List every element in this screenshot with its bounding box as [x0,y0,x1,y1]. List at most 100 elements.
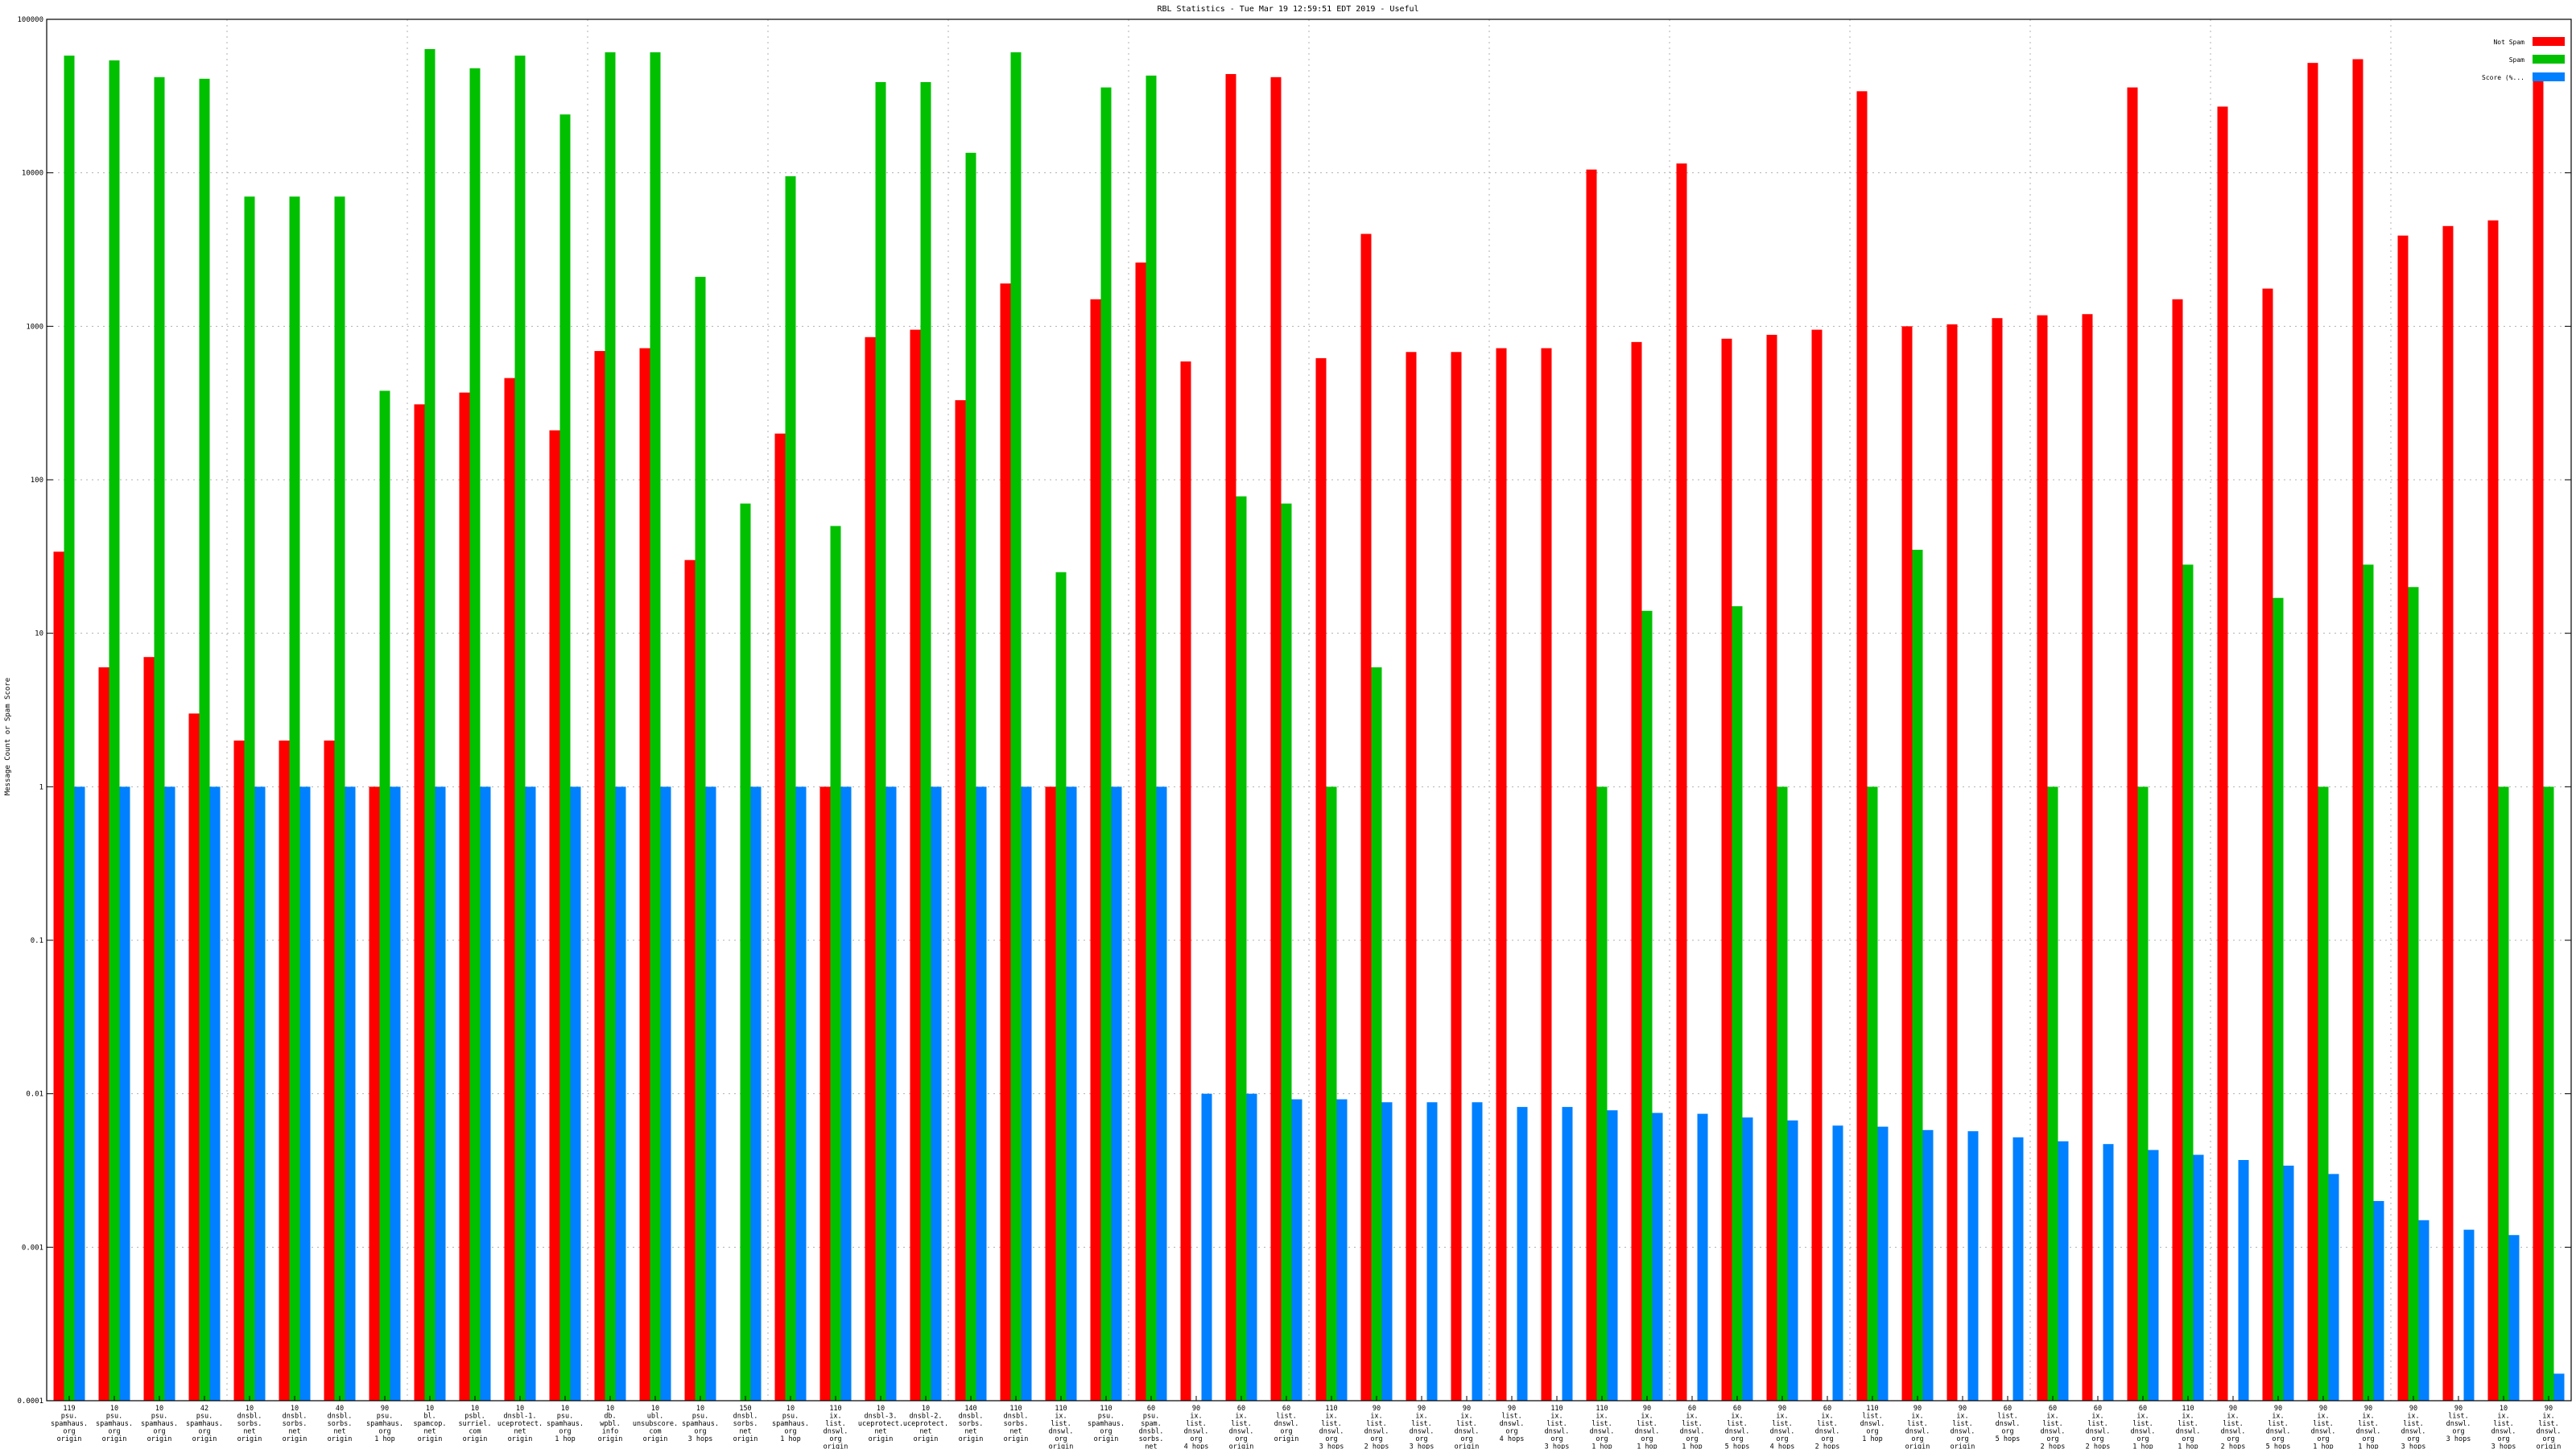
x-tick-label: 90 ix. list. dnswl. org origin [2537,1405,2562,1449]
bar-not-spam [1496,348,1507,1401]
bar-spam [965,152,976,1401]
bar-score [2328,1174,2339,1401]
legend-swatch [2533,55,2565,64]
bar-score [390,786,401,1401]
bar-not-spam [2533,72,2544,1401]
x-tick-label: 10 ubl. unsubscore. com origin [633,1405,678,1443]
bar-not-spam [1766,334,1777,1401]
bar-not-spam [1541,348,1552,1401]
x-tick-label: 10 psu. spamhaus. org 1 hop [772,1405,809,1443]
bar-spam [740,503,751,1401]
bar-score [1426,1102,1438,1401]
bar-not-spam [1946,324,1958,1401]
x-tick-label: 90 ix. list. dnswl. org 2 hops [1364,1405,1389,1449]
bar-spam [244,196,255,1402]
bar-score [1156,786,1167,1401]
bar-not-spam [2352,59,2363,1402]
bar-not-spam [279,740,290,1401]
y-tick-label: 0.0001 [17,1397,43,1406]
bar-score [2508,1235,2520,1401]
x-tick-label: 60 list. dnswl. org origin [1274,1405,1299,1443]
x-tick-label: 90 list. dnswl. org 4 hops [1500,1405,1525,1443]
bar-not-spam [2262,288,2273,1402]
bar-not-spam [459,392,470,1402]
bar-score [840,786,852,1401]
bar-spam [1596,786,1608,1401]
bar-spam [2318,786,2329,1401]
bar-score [2418,1220,2429,1401]
bar-not-spam [1451,352,1462,1401]
bar-spam [1100,87,1112,1402]
plot-frame [46,19,2572,1402]
bar-score [1922,1129,1934,1401]
bar-not-spam [1315,357,1327,1401]
bar-score [164,786,175,1401]
bar-not-spam [53,551,64,1402]
bar-not-spam [143,657,155,1401]
bar-not-spam [504,378,515,1402]
bar-score [525,786,536,1401]
chart-title: RBL Statistics - Tue Mar 19 12:59:51 EDT… [1157,5,1418,14]
bar-spam [605,52,616,1402]
x-tick-label: 60 ix. list. dnswl. org origin [1229,1405,1254,1449]
bar-score [1381,1102,1393,1401]
x-tick-label: 60 ix. list. dnswl. org 2 hops [2041,1405,2066,1449]
bar-score [74,786,85,1401]
bar-not-spam [2397,235,2409,1402]
x-tick-label: 90 ix. list. dnswl. org origin [1905,1405,1930,1449]
x-tick-label: 10 ix. list. dnswl. org 3 hops [2491,1405,2516,1449]
bar-not-spam [549,430,560,1402]
bar-spam [785,175,796,1401]
bar-spam [2137,786,2149,1401]
bar-score [750,786,762,1401]
bar-not-spam [98,667,109,1401]
bar-spam [64,56,75,1401]
bar-not-spam [2307,63,2318,1402]
bar-not-spam [1406,352,1417,1401]
bar-score [1742,1117,1753,1401]
x-tick-label: 10 psu. spamhaus. org origin [96,1405,133,1443]
bar-not-spam [1180,361,1191,1402]
x-tick-label: 10 psbl. surriel. com origin [459,1405,492,1443]
x-tick-label: 10 dnsbl-3. uceprotect. net origin [858,1405,903,1443]
grid-lines [47,19,2571,1401]
bar-not-spam [1676,163,1687,1401]
x-tick-label: 90 ix. list. dnswl. org origin [1951,1405,1975,1449]
legend: Not Spam Spam Score (%... [2482,37,2565,81]
x-tick-label: 90 ix. list. dnswl. org 4 hops [1184,1405,1209,1449]
bar-score [615,786,626,1401]
x-tick-label: 140 dnsbl. sorbs. net origin [959,1405,984,1443]
x-tick-label: 10 psu. spamhaus. org origin [141,1405,178,1443]
bar-spam [1732,606,1743,1401]
bar-spam [109,60,120,1402]
bar-score [795,786,807,1401]
bar-spam [514,56,526,1401]
x-tick-label: 90 ix. list. dnswl. org 1 hop [1635,1405,1660,1449]
bar-not-spam [1992,318,2003,1402]
bar-not-spam [1631,341,1642,1402]
x-tick-label: 10 dnsbl-2. uceprotect. net origin [903,1405,948,1443]
bar-score [1336,1099,1348,1401]
bar-not-spam [414,404,425,1401]
x-tick-label: 10 psu. spamhaus. org 1 hop [547,1405,584,1443]
bar-score [2283,1165,2294,1401]
bar-score [931,786,942,1401]
bar-score [1111,786,1122,1401]
bar-not-spam [1856,91,1868,1402]
bar-not-spam [1360,233,1372,1402]
bar-spam [2182,564,2194,1402]
bar-not-spam [819,786,831,1401]
bar-spam [424,48,436,1401]
bar-score [1967,1131,1979,1401]
bar-score [1652,1113,1663,1401]
bar-score [2553,1373,2565,1401]
bar-not-spam [188,713,200,1401]
bar-score [570,786,581,1401]
bar-score [435,786,446,1401]
bar-score [2013,1137,2024,1401]
x-tick-label: 90 ix. list. dnswl. org 1 hop [2311,1405,2336,1449]
x-tick-label: 60 list. dnswl. org 5 hops [1996,1405,2021,1443]
bar-score [2103,1144,2114,1401]
